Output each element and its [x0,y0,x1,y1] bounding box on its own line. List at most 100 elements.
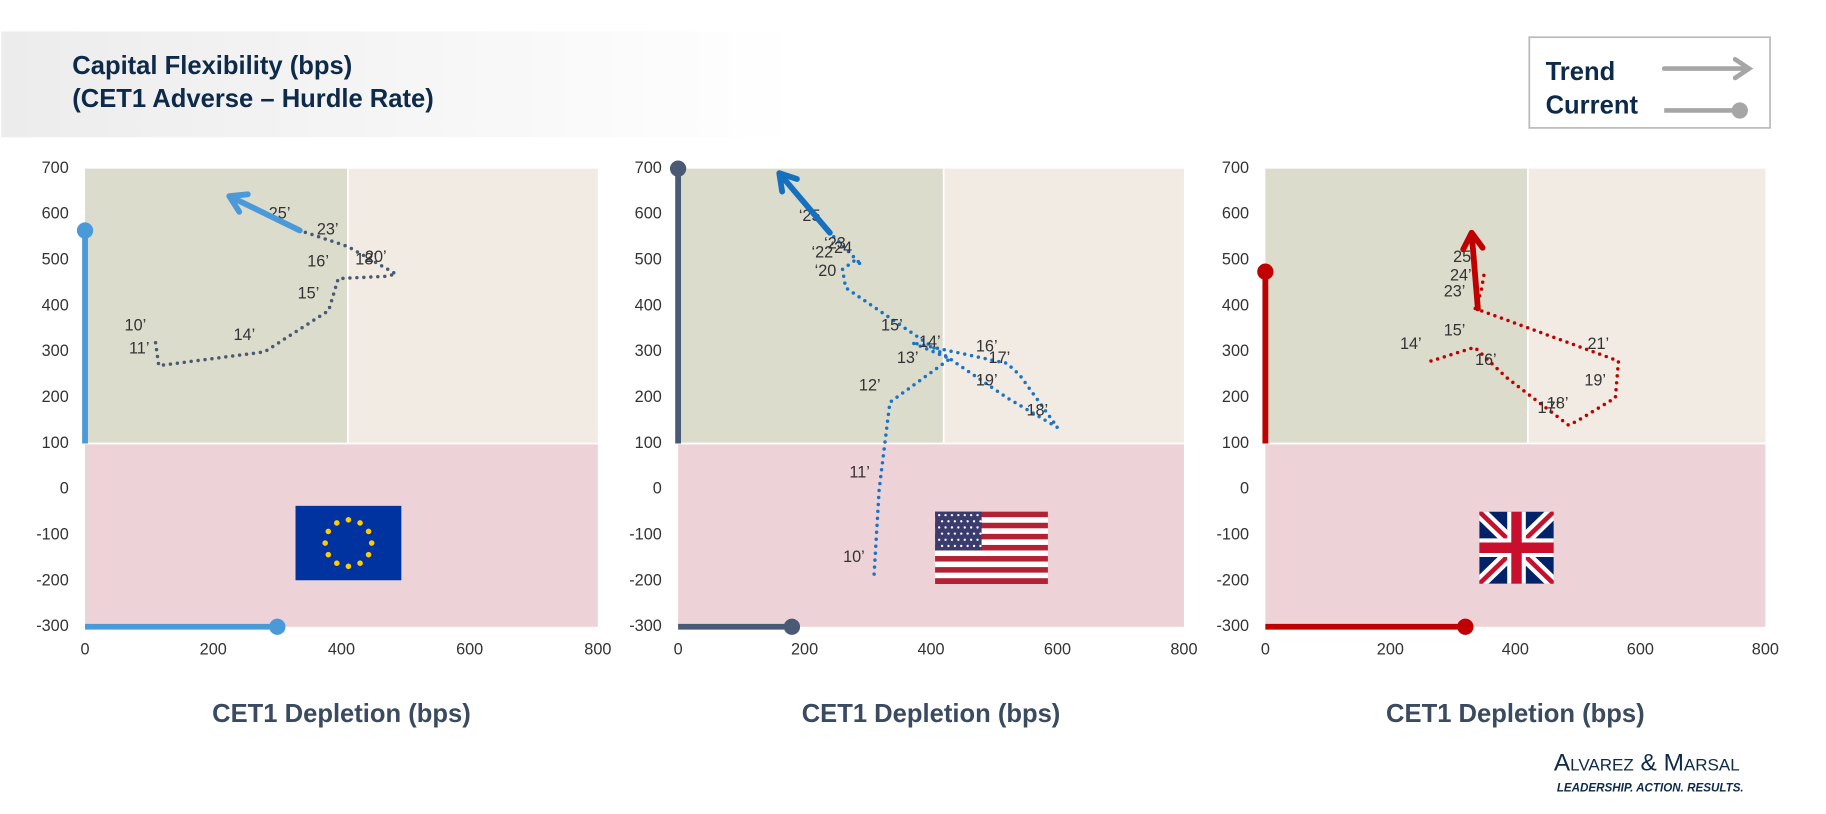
flag-stripe [935,578,1048,584]
plots: -300 -200 -100 0 100 200 300 400 500 600 700 0 200 40… [36,159,1779,728]
flag-star [345,563,352,570]
y-tick-label: 300 [1222,342,1249,360]
flag-star [953,520,957,523]
point-label: 21’ [1587,335,1609,353]
y-tick-label: 300 [635,342,662,360]
flag-star [325,528,332,535]
point-label: ‘24 [830,239,852,257]
flag-eu [295,505,402,581]
zone-good [1265,168,1528,444]
x-axis-title: CET1 Depletion (bps) [802,700,1061,728]
point-label: 18’ [1547,395,1569,413]
flag-star [976,513,979,517]
flag-star [957,513,960,517]
flag-star [365,551,372,558]
title-line: (CET1 Adverse – Hurdle Rate) [72,85,434,113]
point-label: 17’ [989,349,1011,367]
y-tick-label: -200 [629,571,662,589]
y-tick-label: 500 [1222,251,1249,269]
point-label: 11’ [849,463,869,481]
y-tick-label: -100 [1217,525,1250,543]
current-x-dot [269,618,286,635]
flag-us [935,511,1048,584]
x-tick-label: 800 [1170,640,1197,658]
y-tick-label: 400 [42,296,69,314]
point-label: 25’ [1453,248,1475,266]
logo-name: Alvarez & Marsal [1554,749,1740,776]
flag-star [944,513,947,517]
x-tick-label: 400 [917,640,944,658]
x-tick-label: 400 [328,640,355,658]
flag-star [950,538,954,541]
flag-star [979,544,982,548]
zone-mid [943,168,1184,444]
x-tick-label: 400 [1502,640,1529,658]
y-tick-label: 400 [635,296,662,314]
x-tick-label: 200 [200,640,227,658]
panel: -300 -200 -100 0 100 200 300 400 500 600 700 0 200 40… [36,159,611,728]
point-label: 13’ [897,349,919,367]
point-label: 14’ [919,333,941,351]
y-tick-label: -200 [36,571,69,589]
x-tick-label: 200 [791,640,818,658]
flag-stripe [935,533,1048,540]
y-tick-label: 500 [42,251,69,269]
zone-mid [1527,168,1766,444]
point-label: 15’ [881,317,903,335]
point-label: 20’ [365,248,387,266]
legend-label: Trend [1546,58,1616,86]
flag-cross-red [1479,511,1554,584]
flag-star [969,513,973,517]
point-label: 10’ [843,548,865,566]
y-tick-label: 0 [60,480,69,498]
flag-star [960,520,963,523]
panel: -300 -200 -100 0 100 200 300 400 500 600 700 0 200 40… [1217,159,1779,728]
y-tick-label: 500 [635,251,662,269]
flag-star [944,526,947,529]
flag-star [953,532,957,535]
flag-stripe [935,528,1048,535]
y-tick-label: 200 [1222,388,1249,406]
flag-star [963,526,966,529]
point-label: 18’ [1026,401,1048,419]
y-tick-label: 200 [42,388,69,406]
y-tick-label: 700 [635,159,662,177]
legend-trend-icon [1661,56,1754,81]
flag-star [966,544,969,548]
flag-star [938,538,941,541]
flag-star [345,517,352,523]
flag-star [357,560,363,566]
point-label: 24’ [1450,266,1472,284]
point-label: 12’ [859,376,881,394]
flag-stripe [935,539,1048,546]
flag-star [947,532,950,535]
y-tick-label: 600 [1222,205,1249,223]
header-band [1,31,798,138]
point-label: 19’ [976,372,998,390]
x-tick-label: 800 [584,640,611,658]
flag-uk [1479,511,1554,584]
trend-arrow [776,170,833,236]
y-tick-label: 0 [1240,480,1249,498]
trajectory [153,228,398,368]
flag-star [940,532,944,535]
flag-star [947,520,950,523]
flag-star [325,551,332,558]
y-tick-label: 600 [42,205,69,223]
y-tick-label: 700 [42,159,69,177]
trajectory [828,231,1060,576]
x-tick-label: 200 [1377,640,1404,658]
flag-stripe [935,544,1048,551]
y-tick-label: 200 [635,388,662,406]
flag-star [976,526,979,529]
point-label: 15’ [298,285,320,303]
flag-star [334,560,340,566]
legend: Trend Current [1528,36,1771,129]
flag-star [966,520,969,523]
legend-current-dot [1731,102,1748,119]
flag-star [972,544,976,548]
flag-star [963,513,966,517]
point-label: 11’ [129,340,149,358]
point-label: 14’ [234,326,256,344]
